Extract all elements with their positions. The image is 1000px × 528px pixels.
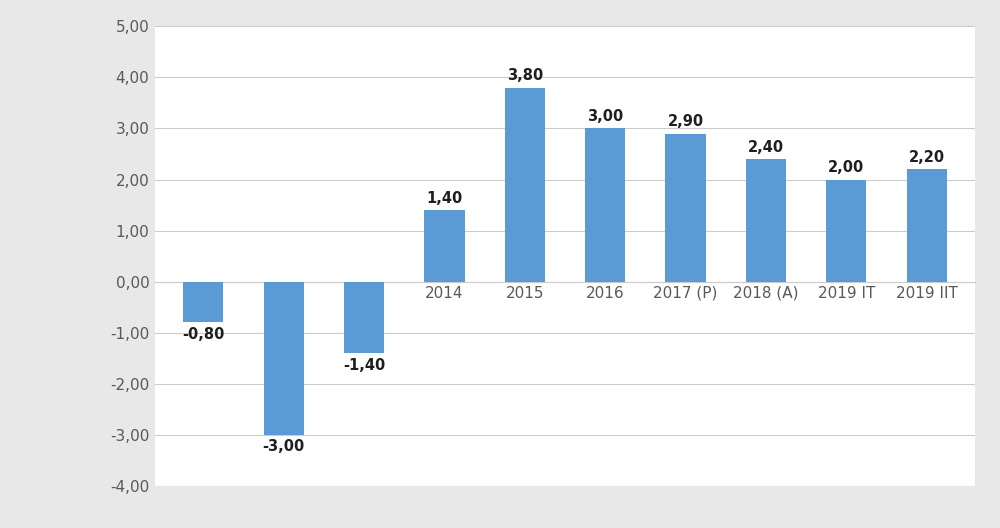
Text: 2,00: 2,00 (828, 160, 864, 175)
Text: -1,40: -1,40 (343, 357, 385, 373)
Text: 3,00: 3,00 (587, 109, 623, 124)
Bar (183, 281, 223, 323)
Bar (826, 180, 866, 281)
Bar (907, 169, 947, 281)
Bar (505, 88, 545, 281)
Bar (264, 281, 304, 435)
Text: 2,20: 2,20 (909, 150, 945, 165)
Text: 2,90: 2,90 (668, 114, 704, 129)
Text: 2,40: 2,40 (748, 139, 784, 155)
Bar (665, 134, 706, 281)
Text: -0,80: -0,80 (182, 327, 224, 342)
Bar (746, 159, 786, 281)
Text: 1,40: 1,40 (426, 191, 463, 205)
Bar (585, 128, 625, 281)
Text: Variación interanual (%): Variación interanual (%) (430, 0, 700, 1)
Bar (424, 210, 465, 281)
Bar (344, 281, 384, 353)
Text: 3,80: 3,80 (507, 68, 543, 83)
Text: -3,00: -3,00 (263, 439, 305, 454)
